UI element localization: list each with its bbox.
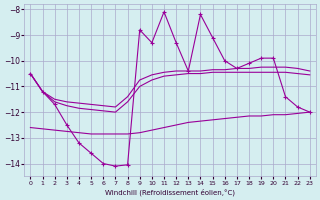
X-axis label: Windchill (Refroidissement éolien,°C): Windchill (Refroidissement éolien,°C) bbox=[105, 188, 235, 196]
